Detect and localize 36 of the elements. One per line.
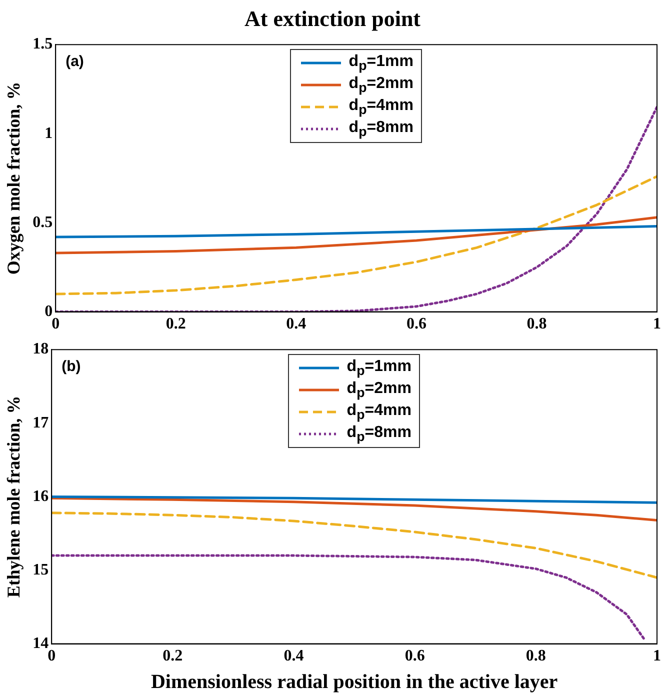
y-tick-label: 1 [44,124,53,142]
legend-label: d$_{p}$=1mm [346,358,412,378]
y-axis-title: Ethylene mole fraction, % [3,396,24,598]
legend-label: d$_{p}$=4mm [346,402,412,422]
x-tick-label: 0.4 [284,648,304,665]
chart-title: At extinction point [244,6,422,32]
y-tick-label: 0 [44,302,53,320]
legend-label: d$_{p}$=8mm [346,424,412,444]
x-tick-label: 0.2 [162,648,183,665]
y-tick-label: 15 [32,561,49,578]
legend-label: d$_{p}$=2mm [346,380,412,400]
x-tick-label: 0.6 [404,648,425,665]
x-tick-label: 0.8 [526,316,547,333]
x-tick-label: 0.4 [286,316,306,333]
legend-label: d$_{p}$=1mm [348,52,414,73]
y-axis-title: Oxygen mole fraction, % [3,82,24,275]
y-tick-label: 1.5 [32,36,53,53]
y-tick-label: 17 [32,414,49,432]
y-tick-label: 0.5 [32,214,53,231]
line-series [52,554,646,642]
x-tick-label: 0.6 [406,316,426,333]
y-tick-label: 16 [32,488,49,505]
x-tick-label: 1 [653,316,661,333]
line-series [52,512,657,579]
x-tick-label: 1 [653,648,661,665]
y-tick-label: 18 [32,340,49,358]
x-tick-label: 0.2 [166,316,186,333]
line-series [56,175,657,296]
x-axis-title: Dimensionless radial position in the active layer [150,671,558,694]
y-tick-label: 14 [32,634,49,652]
legend-label: d$_{p}$=2mm [348,74,414,95]
legend-label: d$_{p}$=4mm [348,96,414,117]
annotation: (a) [66,53,84,70]
x-tick-label: 0.8 [526,648,546,665]
annotation: (b) [62,358,81,376]
legend-label: d$_{p}$=8mm [348,118,414,139]
